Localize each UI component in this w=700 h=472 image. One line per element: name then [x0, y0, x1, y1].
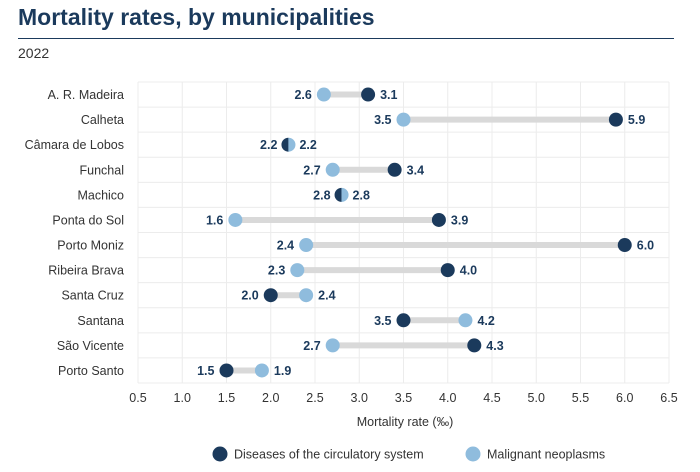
x-tick-label: 6.0 — [616, 391, 633, 405]
dot-circulatory — [387, 162, 402, 177]
dot-neoplasms — [290, 263, 305, 278]
dot-circulatory — [361, 87, 376, 102]
category-label: Machico — [77, 188, 124, 202]
category-labels: A. R. Madeira Calheta Câmara de Lobos Funch… — [25, 88, 124, 378]
dot-neoplasms — [325, 338, 340, 353]
dot-circulatory — [617, 238, 632, 253]
category-label: Ribeira Brava — [48, 264, 124, 278]
category-label: Câmara de Lobos — [25, 138, 124, 152]
legend: Diseases of the circulatory system Malign… — [212, 446, 605, 462]
category-label: Santa Cruz — [61, 289, 124, 303]
dot-circulatory — [396, 313, 411, 328]
value-label-circulatory: 2.0 — [241, 289, 258, 303]
legend-marker-circulatory — [212, 446, 228, 462]
value-label-neoplasms: 2.3 — [268, 264, 285, 278]
dot-neoplasms — [316, 87, 331, 102]
dot-circulatory — [431, 212, 446, 227]
category-label: Calheta — [81, 113, 124, 127]
value-label-circulatory: 2.2 — [260, 138, 277, 152]
value-label-neoplasms: 3.5 — [374, 113, 391, 127]
x-tick-label: 3.0 — [351, 391, 368, 405]
x-tick-label: 3.5 — [395, 391, 412, 405]
category-label: Funchal — [80, 163, 124, 177]
category-label: A. R. Madeira — [48, 88, 124, 102]
value-label-circulatory: 4.3 — [486, 339, 503, 353]
x-tick-label: 1.0 — [174, 391, 191, 405]
dot-circulatory — [281, 137, 289, 152]
chart-subtitle: 2022 — [18, 45, 50, 61]
value-label-circulatory: 2.8 — [313, 188, 330, 202]
legend-label-circulatory: Diseases of the circulatory system — [234, 448, 424, 462]
legend-label-neoplasms: Malignant neoplasms — [487, 448, 605, 462]
x-tick-labels: 0.5 1.0 1.5 2.0 2.5 3.0 3.5 4.0 4.5 5.0 5.5 6.0 6.5 — [129, 391, 677, 405]
dot-circulatory — [334, 187, 342, 202]
category-label: Santana — [77, 314, 124, 328]
dot-circulatory — [219, 363, 234, 378]
dot-neoplasms — [299, 288, 314, 303]
value-label-neoplasms: 2.8 — [353, 188, 370, 202]
value-label-neoplasms: 1.9 — [274, 364, 291, 378]
x-tick-label: 1.5 — [218, 391, 235, 405]
value-label-circulatory: 5.9 — [628, 113, 645, 127]
value-labels: 3.1 2.6 5.9 3.5 2.2 2.2 3.4 2.7 2.8 2.8 3.9 1.6 6.0 2… — [197, 88, 654, 378]
dot-neoplasms — [228, 212, 243, 227]
value-label-circulatory: 6.0 — [637, 239, 654, 253]
category-label: Ponta do Sol — [52, 213, 124, 227]
x-axis-title: Mortality rate (‰) — [357, 415, 454, 429]
value-label-circulatory: 1.5 — [197, 364, 214, 378]
category-label: Porto Moniz — [57, 239, 124, 253]
dot-circulatory — [263, 288, 278, 303]
value-label-neoplasms: 2.4 — [277, 239, 294, 253]
title-divider — [18, 38, 674, 39]
dot-neoplasms — [299, 238, 314, 253]
value-label-neoplasms: 1.6 — [206, 213, 223, 227]
value-label-neoplasms: 4.2 — [477, 314, 494, 328]
x-tick-label: 2.5 — [306, 391, 323, 405]
chart-title: Mortality rates, by municipalities — [18, 4, 375, 30]
category-label: Porto Santo — [58, 364, 124, 378]
dot-neoplasms — [341, 187, 349, 202]
value-label-circulatory: 4.0 — [460, 264, 477, 278]
dot-neoplasms — [325, 162, 340, 177]
x-tick-label: 4.5 — [483, 391, 500, 405]
x-tick-label: 5.0 — [528, 391, 545, 405]
data-points — [219, 87, 632, 378]
dot-neoplasms — [458, 313, 473, 328]
dot-circulatory — [467, 338, 482, 353]
value-label-neoplasms: 2.7 — [303, 339, 320, 353]
x-tick-label: 5.5 — [572, 391, 589, 405]
legend-marker-neoplasms — [465, 446, 481, 462]
value-label-circulatory: 3.9 — [451, 213, 468, 227]
grid-lines — [137, 81, 670, 384]
x-tick-label: 0.5 — [129, 391, 146, 405]
dot-circulatory — [440, 263, 455, 278]
x-tick-label: 6.5 — [660, 391, 677, 405]
dot-neoplasms — [288, 137, 296, 152]
dot-neoplasms — [396, 112, 411, 127]
dot-neoplasms — [254, 363, 269, 378]
category-label: São Vicente — [57, 339, 124, 353]
x-tick-label: 2.0 — [262, 391, 279, 405]
value-label-neoplasms: 2.4 — [318, 289, 335, 303]
dot-circulatory — [608, 112, 623, 127]
value-label-neoplasms: 2.6 — [294, 88, 311, 102]
x-tick-label: 4.0 — [439, 391, 456, 405]
value-label-circulatory: 3.1 — [380, 88, 397, 102]
value-label-circulatory: 3.5 — [374, 314, 391, 328]
value-label-neoplasms: 2.7 — [303, 163, 320, 177]
value-label-circulatory: 3.4 — [407, 163, 424, 177]
value-label-neoplasms: 2.2 — [299, 138, 316, 152]
